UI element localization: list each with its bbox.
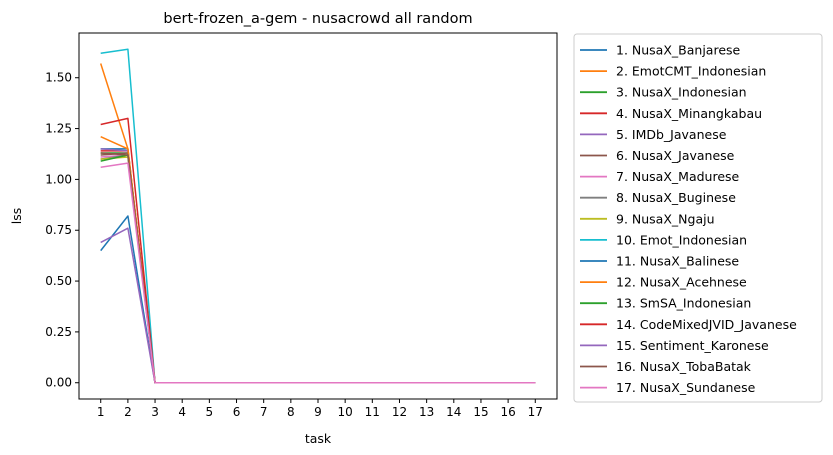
x-tick-label: 13 xyxy=(419,405,434,419)
plot-area xyxy=(78,32,558,400)
x-tick-label: 5 xyxy=(206,405,214,419)
series-line-12 xyxy=(100,136,536,384)
legend-label: 7. NusaX_Madurese xyxy=(616,169,740,184)
legend-label: 3. NusaX_Indonesian xyxy=(616,85,747,100)
series-line-6 xyxy=(100,152,536,384)
x-tick-label: 16 xyxy=(500,405,515,419)
x-tick-label: 2 xyxy=(124,405,132,419)
legend-label: 12. NusaX_Acehnese xyxy=(616,275,747,290)
legend-frame xyxy=(573,33,823,403)
series-line-15 xyxy=(100,227,536,384)
series-line-16 xyxy=(100,152,536,384)
legend-item: 7. NusaX_Madurese xyxy=(580,169,740,184)
legend-item: 1. NusaX_Banjarese xyxy=(580,43,741,58)
x-tick-label: 1 xyxy=(97,405,105,419)
legend-item: 2. EmotCMT_Indonesian xyxy=(580,64,766,79)
series-line-4 xyxy=(100,150,536,384)
series-line-8 xyxy=(100,154,536,384)
x-tick-label: 8 xyxy=(287,405,295,419)
legend-item: 14. CodeMixedJVID_Javanese xyxy=(580,317,797,332)
x-tick-label: 12 xyxy=(392,405,407,419)
series-line-2 xyxy=(99,63,536,384)
x-tick-label: 6 xyxy=(233,405,241,419)
x-tick-label: 10 xyxy=(338,405,353,419)
series-line-1 xyxy=(100,148,536,384)
legend-items: 1. NusaX_Banjarese 2. EmotCMT_Indonesian 3… xyxy=(580,43,797,395)
series-line-3 xyxy=(100,152,536,384)
legend-label: 15. Sentiment_Karonese xyxy=(616,338,769,353)
legend-label: 2. EmotCMT_Indonesian xyxy=(616,64,766,79)
legend-item: 13. SmSA_Indonesian xyxy=(580,296,751,311)
legend-item: 12. NusaX_Acehnese xyxy=(580,275,747,290)
legend-label: 9. NusaX_Ngaju xyxy=(616,211,715,226)
chart-title: bert-frozen_a-gem - nusacrowd all random xyxy=(163,11,472,27)
legend-item: 16. NusaX_TobaBatak xyxy=(580,359,752,374)
x-tick-label: 11 xyxy=(365,405,380,419)
legend-label: 5. IMDb_Javanese xyxy=(616,127,727,142)
legend-label: 16. NusaX_TobaBatak xyxy=(616,359,752,374)
legend-item: 4. NusaX_Minangkabau xyxy=(580,106,762,121)
y-axis-label: lss xyxy=(9,208,24,225)
legend-label: 4. NusaX_Minangkabau xyxy=(616,106,762,121)
series-line-13 xyxy=(100,154,536,384)
legend-item: 3. NusaX_Indonesian xyxy=(580,85,747,100)
series-layer xyxy=(99,48,536,384)
series-line-14 xyxy=(100,117,536,384)
x-tick-label: 15 xyxy=(473,405,488,419)
y-tick-label: 0.50 xyxy=(45,274,72,288)
y-tick-label: 0.00 xyxy=(45,376,72,390)
y-tick-label: 0.75 xyxy=(45,223,72,237)
x-axis-ticks: 1 2 3 4 5 6 7 8 9 10 11 12 13 14 15 16 17 xyxy=(97,399,543,419)
y-tick-label: 1.25 xyxy=(45,122,72,136)
x-tick-label: 17 xyxy=(528,405,543,419)
legend-label: 6. NusaX_Javanese xyxy=(616,148,735,163)
x-tick-label: 3 xyxy=(151,405,159,419)
legend-item: 9. NusaX_Ngaju xyxy=(580,211,715,226)
x-tick-label: 9 xyxy=(314,405,322,419)
series-line-10 xyxy=(100,48,536,384)
y-tick-label: 1.00 xyxy=(45,172,72,186)
series-line-5 xyxy=(100,148,536,384)
legend-item: 10. Emot_Indonesian xyxy=(580,232,747,247)
series-line-17 xyxy=(100,162,536,384)
legend-label: 10. Emot_Indonesian xyxy=(616,232,747,247)
series-line-9 xyxy=(100,156,536,384)
x-axis-label: task xyxy=(305,431,332,446)
legend-label: 11. NusaX_Balinese xyxy=(616,254,739,269)
legend-label: 1. NusaX_Banjarese xyxy=(616,43,741,58)
x-tick-label: 7 xyxy=(260,405,268,419)
legend-item: 6. NusaX_Javanese xyxy=(580,148,735,163)
legend-item: 8. NusaX_Buginese xyxy=(580,190,736,205)
legend-label: 8. NusaX_Buginese xyxy=(616,190,736,205)
legend-item: 15. Sentiment_Karonese xyxy=(580,338,769,353)
series-line-11 xyxy=(100,215,536,384)
legend-item: 11. NusaX_Balinese xyxy=(580,254,739,269)
legend-label: 17. NusaX_Sundanese xyxy=(616,380,756,395)
legend-label: 14. CodeMixedJVID_Javanese xyxy=(616,317,797,332)
legend: 1. NusaX_Banjarese 2. EmotCMT_Indonesian 3… xyxy=(573,33,823,403)
legend-label: 13. SmSA_Indonesian xyxy=(616,296,751,311)
y-axis-ticks: 0.00 0.25 0.50 0.75 1.00 1.25 1.50 xyxy=(45,71,79,390)
x-tick-label: 4 xyxy=(178,405,186,419)
legend-item: 17. NusaX_Sundanese xyxy=(580,380,756,395)
y-tick-label: 0.25 xyxy=(45,325,72,339)
x-tick-label: 14 xyxy=(446,405,461,419)
legend-item: 5. IMDb_Javanese xyxy=(580,127,727,142)
series-line-7 xyxy=(100,154,536,384)
y-tick-label: 1.50 xyxy=(45,71,72,85)
